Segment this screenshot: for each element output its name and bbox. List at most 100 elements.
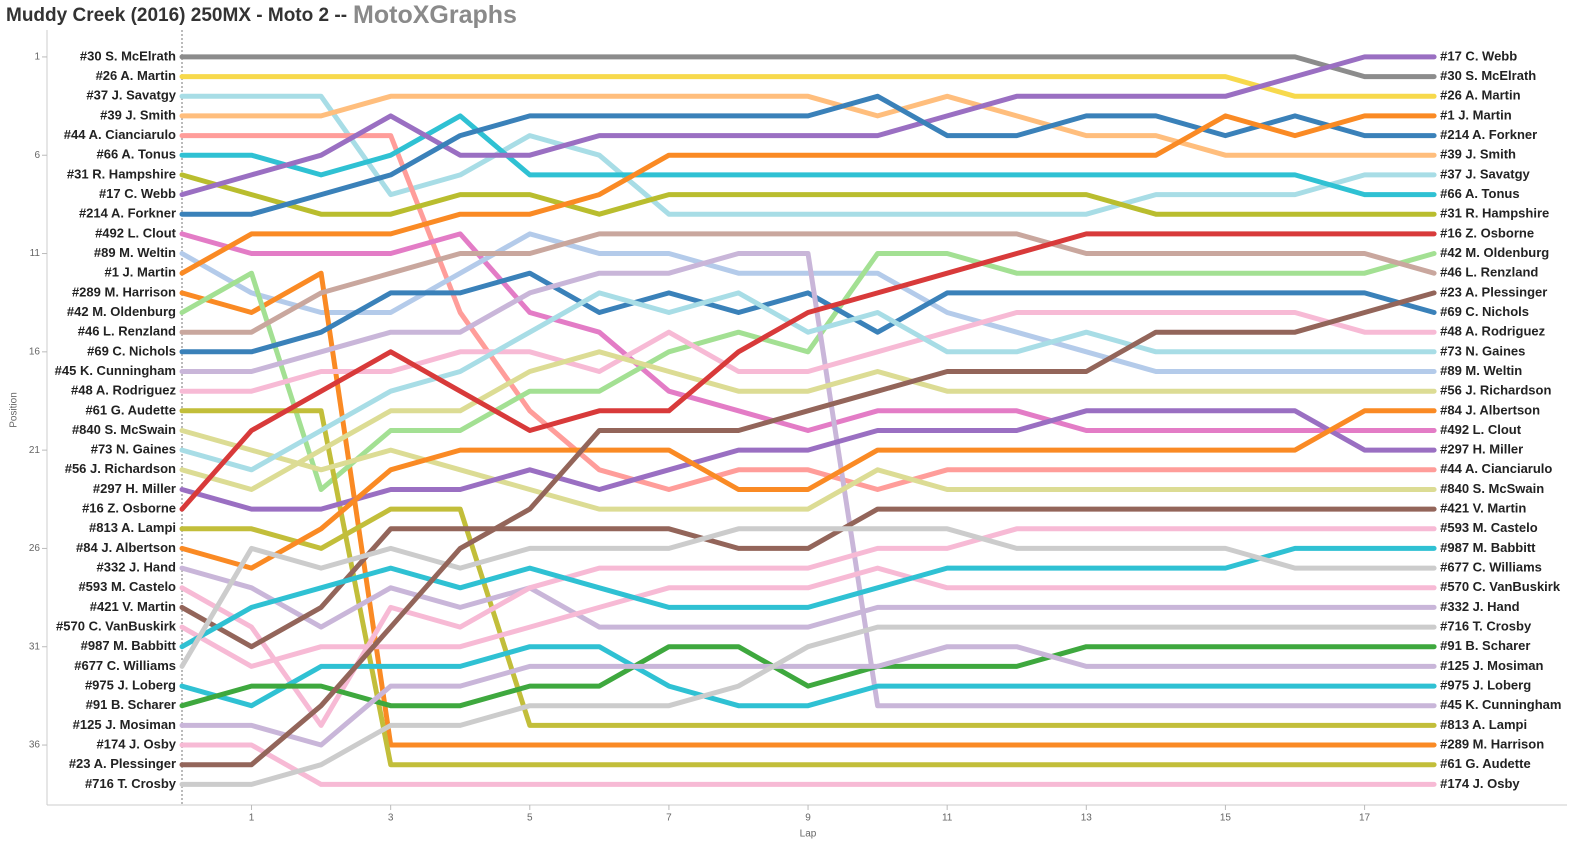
rider-line <box>179 349 1437 492</box>
finish-label: #37 J. Savatgy <box>1440 166 1530 181</box>
x-tick-label: 13 <box>1081 813 1093 824</box>
rider-line <box>179 172 1437 217</box>
finish-label: #593 M. Castelo <box>1440 520 1538 535</box>
x-tick-label: 17 <box>1359 813 1371 824</box>
rider-line <box>179 270 1437 748</box>
finish-label: #1 J. Martin <box>1440 107 1512 122</box>
rider-line <box>179 565 1437 630</box>
start-label: #570 C. VanBuskirk <box>56 619 177 634</box>
rider-line <box>179 74 1437 99</box>
start-label: #813 A. Lampi <box>89 520 176 535</box>
start-label: #26 A. Martin <box>96 68 176 83</box>
finish-label: #66 A. Tonus <box>1440 186 1519 201</box>
start-label: #37 J. Savatgy <box>86 88 176 103</box>
y-tick-label: 16 <box>29 346 41 357</box>
x-tick-label: 3 <box>388 813 394 824</box>
start-label: #332 J. Hand <box>97 560 177 575</box>
finish-label: #570 C. VanBuskirk <box>1440 579 1561 594</box>
finish-label: #61 G. Audette <box>1440 756 1531 771</box>
finish-label: #421 V. Martin <box>1440 501 1526 516</box>
start-label: #975 J. Loberg <box>85 677 176 692</box>
finish-label: #17 C. Webb <box>1440 48 1517 63</box>
finish-label: #45 K. Cunningham <box>1440 697 1561 712</box>
start-label: #56 J. Richardson <box>65 461 176 476</box>
rider-line <box>179 93 1437 217</box>
rider-line <box>179 290 1437 768</box>
rider-line <box>179 644 1437 709</box>
start-label: #421 V. Martin <box>90 599 176 614</box>
finish-label: #91 B. Scharer <box>1440 638 1530 653</box>
finish-label: #125 J. Mosiman <box>1440 658 1543 673</box>
rider-line <box>179 428 1437 512</box>
rider-line <box>179 742 1437 787</box>
finish-label: #30 S. McElrath <box>1440 68 1536 83</box>
finish-label: #26 A. Martin <box>1440 88 1520 103</box>
start-label: #30 S. McElrath <box>80 48 176 63</box>
start-label: #16 Z. Osborne <box>82 501 176 516</box>
rider-line <box>179 506 1437 728</box>
brand: MotoXGraphs <box>353 1 517 29</box>
start-label: #593 M. Castelo <box>78 579 176 594</box>
finish-label: #174 J. Osby <box>1440 776 1520 791</box>
y-axis-title: Position <box>9 392 20 428</box>
rider-line <box>179 408 1437 571</box>
finish-label: #31 R. Hampshire <box>1440 206 1549 221</box>
rider-line <box>179 290 1437 473</box>
rider-line <box>179 231 1437 512</box>
start-label: #125 J. Mosiman <box>73 717 176 732</box>
rider-line <box>179 545 1437 650</box>
finish-label: #48 A. Rodriguez <box>1440 324 1545 339</box>
finish-label: #716 T. Crosby <box>1440 619 1532 634</box>
start-label: #1 J. Martin <box>104 265 176 280</box>
finish-label: #297 H. Miller <box>1440 442 1523 457</box>
start-label: #297 H. Miller <box>93 481 176 496</box>
y-tick-label: 26 <box>29 543 41 554</box>
rider-line <box>179 624 1437 787</box>
finish-label: #214 A. Forkner <box>1440 127 1537 142</box>
start-label: #45 K. Cunningham <box>55 363 176 378</box>
rider-line <box>179 506 1437 650</box>
rider-line <box>179 133 1437 492</box>
finish-label: #89 M. Weltin <box>1440 363 1522 378</box>
start-label: #677 C. Williams <box>74 658 176 673</box>
x-tick-label: 11 <box>942 813 953 824</box>
finish-label: #289 M. Harrison <box>1440 736 1544 751</box>
rider-line <box>179 251 1437 709</box>
rider-line <box>179 231 1437 374</box>
start-label: #987 M. Babbitt <box>81 638 177 653</box>
finish-label: #56 J. Richardson <box>1440 383 1551 398</box>
finish-label: #840 S. McSwain <box>1440 481 1544 496</box>
x-tick-label: 5 <box>527 813 533 824</box>
rider-line <box>179 526 1437 669</box>
x-tick-label: 1 <box>249 813 255 824</box>
finish-label: #42 M. Oldenburg <box>1440 245 1549 260</box>
start-label: #44 A. Cianciarulo <box>64 127 176 142</box>
finish-label: #44 A. Cianciarulo <box>1440 461 1552 476</box>
finish-label: #39 J. Smith <box>1440 147 1516 162</box>
start-label: #84 J. Albertson <box>76 540 176 555</box>
finish-label: #975 J. Loberg <box>1440 677 1531 692</box>
y-tick-label: 21 <box>29 445 41 456</box>
x-tick-label: 15 <box>1220 813 1232 824</box>
start-label: #69 C. Nichols <box>87 343 176 358</box>
rider-line <box>179 644 1437 709</box>
finish-label: #46 L. Renzland <box>1440 265 1538 280</box>
start-label: #174 J. Osby <box>97 736 177 751</box>
start-label: #61 G. Audette <box>85 402 176 417</box>
finish-label: #987 M. Babbitt <box>1440 540 1536 555</box>
finish-label: #677 C. Williams <box>1440 560 1542 575</box>
rider-line <box>179 310 1437 394</box>
finish-label: #69 C. Nichols <box>1440 304 1529 319</box>
start-label: #42 M. Oldenburg <box>67 304 176 319</box>
y-tick-label: 1 <box>34 52 40 63</box>
start-label: #89 M. Weltin <box>94 245 176 260</box>
rider-line <box>179 565 1437 669</box>
rider-line <box>179 408 1437 768</box>
start-label: #31 R. Hampshire <box>67 166 176 181</box>
chart-title: Muddy Creek (2016) 250MX - Moto 2 -- Moto… <box>6 1 517 29</box>
start-label: #17 C. Webb <box>99 186 176 201</box>
y-tick-label: 6 <box>34 150 40 161</box>
rider-line <box>179 54 1437 198</box>
start-label: #214 A. Forkner <box>79 206 176 221</box>
